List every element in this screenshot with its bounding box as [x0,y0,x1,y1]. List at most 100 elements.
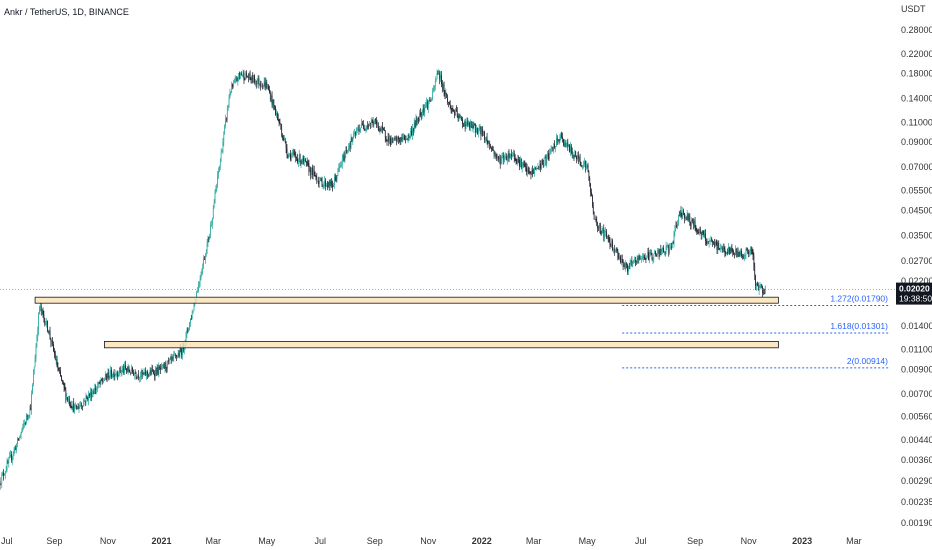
candle-body [581,165,583,167]
candle-body [311,167,312,175]
candle-body [287,154,289,158]
candle-body [425,106,426,107]
candle-body [304,159,305,162]
candle-body [370,123,371,125]
candle-body [754,266,756,276]
candle-body [611,240,613,246]
candle-body [225,118,226,126]
candle-body [602,227,604,229]
candle-body [418,117,419,122]
candle-body [33,367,35,375]
candle-body [137,374,139,378]
candle-body [239,73,240,75]
y-axis-unit: USDT [901,4,926,14]
candle-body [248,77,249,79]
candle-body [312,170,314,176]
candle-body [453,109,455,112]
candle-body [23,424,25,425]
candle-body [434,81,436,87]
candle-body [167,360,168,369]
candle-body [490,146,491,148]
candle-body [264,81,266,88]
y-tick-label: 0.00360 [901,455,932,465]
candle-body [496,156,498,158]
candle-body [157,367,159,375]
candle-body [265,82,267,88]
candle-body [628,266,630,267]
candle-body [121,369,123,372]
candle-body [327,185,329,188]
candle-body [721,247,722,249]
candle-body [273,99,275,107]
y-tick-label: 0.01400 [901,321,932,331]
candle-body [669,247,670,253]
candle-body [665,246,667,253]
candle-body [585,165,587,168]
candle-body [260,83,261,87]
candle-body [308,163,310,173]
candle-body [512,155,513,157]
candle-body [188,328,190,331]
x-axis: Jul Sep Nov 2021 Mar May Jul Sep Nov 2022 Mar May Ju… [1,536,862,546]
candle-body [17,438,18,445]
candle-body [403,135,405,137]
candle-body [582,166,584,167]
candle-body [511,154,512,157]
x-tick-label: Sep [687,536,703,546]
candle-body [61,376,62,380]
candle-body [127,367,129,371]
x-tick-label: Jul [1,536,13,546]
upper-zone[interactable] [34,296,779,304]
candle-body [478,129,480,130]
candle-body [44,318,46,325]
y-tick-label: 0.09000 [901,137,932,147]
candle-body [676,225,677,227]
candle-body [726,252,727,254]
candle-body [229,93,231,98]
candle-body [143,372,145,374]
candle-body [527,168,528,172]
candle-body [359,128,361,132]
candle-body [315,175,317,178]
candle-body [544,156,546,159]
candle-body [18,438,19,441]
candle-body [94,387,96,394]
candle-body [190,318,191,323]
candle-body [734,254,735,256]
candle-body [169,359,170,362]
candle-body [19,435,21,437]
candle-body [499,157,501,164]
candle-body [103,381,104,382]
candle-body [186,329,188,334]
lower-zone[interactable] [104,340,779,349]
candle-body [299,154,301,164]
candle-body [206,242,208,253]
candle-body [181,350,183,356]
candle-body [83,401,84,407]
candle-body [569,145,570,152]
candle-body [392,138,394,144]
candle-body [474,123,476,125]
candle-body [310,168,312,175]
candle-body [400,137,402,142]
candle-body [353,133,355,139]
candle-body [199,279,201,283]
candle-body [457,116,459,119]
candle-body [739,252,741,255]
candle-body [464,122,466,127]
candle-body [412,128,413,135]
candle-body [81,404,82,406]
candle-body [456,109,457,111]
candle-body [108,371,110,379]
candle-body [251,74,253,81]
candle-body [534,168,536,169]
candle-body [488,142,490,144]
candle-body [638,255,640,260]
candle-body [683,210,684,213]
y-tick-label: 0.14000 [901,93,932,103]
candle-body [497,156,498,158]
candle-body [561,134,563,137]
candle-body [499,157,500,160]
x-tick-label: Sep [367,536,383,546]
